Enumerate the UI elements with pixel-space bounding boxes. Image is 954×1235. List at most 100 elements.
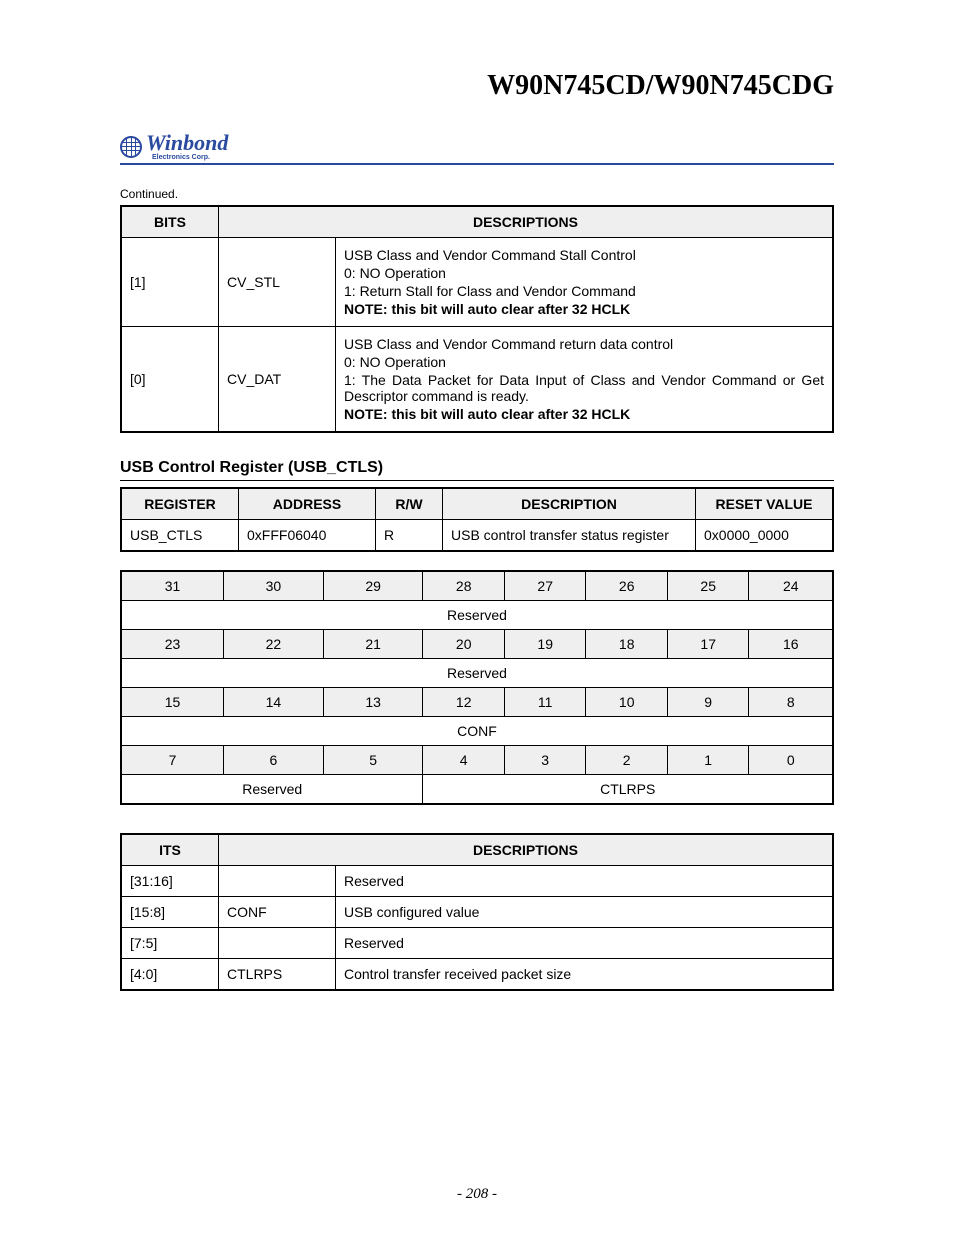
cell-bits: [0] — [121, 327, 219, 433]
col-descriptions: DESCRIPTIONS — [219, 834, 834, 866]
cell-desc: Reserved — [336, 928, 834, 959]
cell-name: CV_DAT — [219, 327, 336, 433]
bit-num: 2 — [586, 746, 668, 775]
cell-desc: USB Class and Vendor Command return data… — [336, 327, 834, 433]
col-its: ITS — [121, 834, 219, 866]
table-row: [31:16] Reserved — [121, 866, 833, 897]
desc-note: NOTE: this bit will auto clear after 32 … — [344, 406, 824, 422]
bit-num: 9 — [667, 688, 749, 717]
bit-num: 5 — [323, 746, 423, 775]
cell-address: 0xFFF06040 — [239, 520, 376, 552]
cell-bits: [1] — [121, 238, 219, 327]
col-bits: BITS — [121, 206, 219, 238]
bit-num: 1 — [667, 746, 749, 775]
cell-desc: USB Class and Vendor Command Stall Contr… — [336, 238, 834, 327]
cell-reset: 0x0000_0000 — [696, 520, 834, 552]
bit-num: 10 — [586, 688, 668, 717]
table-row: [15:8] CONF USB configured value — [121, 897, 833, 928]
bit-field-row: Reserved — [121, 659, 833, 688]
col-rw: R/W — [376, 488, 443, 520]
bit-num: 8 — [749, 688, 833, 717]
bit-num: 4 — [423, 746, 505, 775]
cell-bits: [31:16] — [121, 866, 219, 897]
logo-subtitle: Electronics Corp. — [146, 154, 228, 161]
bit-num: 13 — [323, 688, 423, 717]
bit-num: 6 — [224, 746, 324, 775]
logo-text: Winbond Electronics Corp. — [146, 132, 228, 161]
table-row: [4:0] CTLRPS Control transfer received p… — [121, 959, 833, 991]
bit-field-row: Reserved — [121, 601, 833, 630]
cell-desc: USB configured value — [336, 897, 834, 928]
bit-num: 16 — [749, 630, 833, 659]
bit-num: 31 — [121, 571, 224, 601]
bit-num-row: 15 14 13 12 11 10 9 8 — [121, 688, 833, 717]
bit-num: 14 — [224, 688, 324, 717]
bit-field-row: CONF — [121, 717, 833, 746]
col-description: DESCRIPTION — [443, 488, 696, 520]
cell-description: USB control transfer status register — [443, 520, 696, 552]
section-title: USB Control Register (USB_CTLS) — [120, 459, 834, 481]
col-reset: RESET VALUE — [696, 488, 834, 520]
cell-register: USB_CTLS — [121, 520, 239, 552]
bit-num: 11 — [504, 688, 586, 717]
table-header-row: BITS DESCRIPTIONS — [121, 206, 833, 238]
page-number: - 208 - — [0, 1186, 954, 1203]
cell-rw: R — [376, 520, 443, 552]
bit-field: CTLRPS — [423, 775, 833, 805]
bit-num: 24 — [749, 571, 833, 601]
table-row: [1] CV_STL USB Class and Vendor Command … — [121, 238, 833, 327]
desc-line: USB Class and Vendor Command Stall Contr… — [344, 247, 824, 263]
bit-field: CONF — [121, 717, 833, 746]
table-row: USB_CTLS 0xFFF06040 R USB control transf… — [121, 520, 833, 552]
table-row: [0] CV_DAT USB Class and Vendor Command … — [121, 327, 833, 433]
cell-name: CONF — [219, 897, 336, 928]
bit-num: 28 — [423, 571, 505, 601]
col-descriptions: DESCRIPTIONS — [219, 206, 834, 238]
bits-desc-table-2: ITS DESCRIPTIONS [31:16] Reserved [15:8]… — [120, 833, 834, 991]
desc-line: 1: The Data Packet for Data Input of Cla… — [344, 372, 824, 404]
bit-num: 19 — [504, 630, 586, 659]
desc-line: USB Class and Vendor Command return data… — [344, 336, 824, 352]
logo-name: Winbond — [146, 132, 228, 154]
desc-line: 1: Return Stall for Class and Vendor Com… — [344, 283, 824, 299]
desc-line: 0: NO Operation — [344, 265, 824, 281]
cell-bits: [15:8] — [121, 897, 219, 928]
desc-note: NOTE: this bit will auto clear after 32 … — [344, 301, 824, 317]
globe-icon — [120, 136, 142, 158]
doc-title: W90N745CD/W90N745CDG — [120, 70, 834, 102]
bit-num: 21 — [323, 630, 423, 659]
bit-layout-table: 31 30 29 28 27 26 25 24 Reserved 23 22 2… — [120, 570, 834, 805]
bit-num: 25 — [667, 571, 749, 601]
bit-field-row: Reserved CTLRPS — [121, 775, 833, 805]
bit-num: 3 — [504, 746, 586, 775]
cell-name: CTLRPS — [219, 959, 336, 991]
register-table: REGISTER ADDRESS R/W DESCRIPTION RESET V… — [120, 487, 834, 552]
bit-num-row: 31 30 29 28 27 26 25 24 — [121, 571, 833, 601]
bit-num: 23 — [121, 630, 224, 659]
logo-row: Winbond Electronics Corp. — [120, 132, 834, 165]
cell-name: CV_STL — [219, 238, 336, 327]
bits-desc-table-1: BITS DESCRIPTIONS [1] CV_STL USB Class a… — [120, 205, 834, 433]
bit-num: 17 — [667, 630, 749, 659]
bit-num: 29 — [323, 571, 423, 601]
bit-num: 26 — [586, 571, 668, 601]
table-header-row: REGISTER ADDRESS R/W DESCRIPTION RESET V… — [121, 488, 833, 520]
col-address: ADDRESS — [239, 488, 376, 520]
bit-field: Reserved — [121, 659, 833, 688]
continued-label: Continued. — [120, 187, 834, 201]
table-row: [7:5] Reserved — [121, 928, 833, 959]
bit-num-row: 23 22 21 20 19 18 17 16 — [121, 630, 833, 659]
bit-num: 27 — [504, 571, 586, 601]
bit-num: 30 — [224, 571, 324, 601]
cell-desc: Control transfer received packet size — [336, 959, 834, 991]
bit-num: 0 — [749, 746, 833, 775]
cell-desc: Reserved — [336, 866, 834, 897]
bit-field: Reserved — [121, 775, 423, 805]
cell-bits: [4:0] — [121, 959, 219, 991]
bit-num: 12 — [423, 688, 505, 717]
table-header-row: ITS DESCRIPTIONS — [121, 834, 833, 866]
cell-bits: [7:5] — [121, 928, 219, 959]
bit-field: Reserved — [121, 601, 833, 630]
page: W90N745CD/W90N745CDG Winbond Electronics… — [0, 0, 954, 1235]
desc-line: 0: NO Operation — [344, 354, 824, 370]
